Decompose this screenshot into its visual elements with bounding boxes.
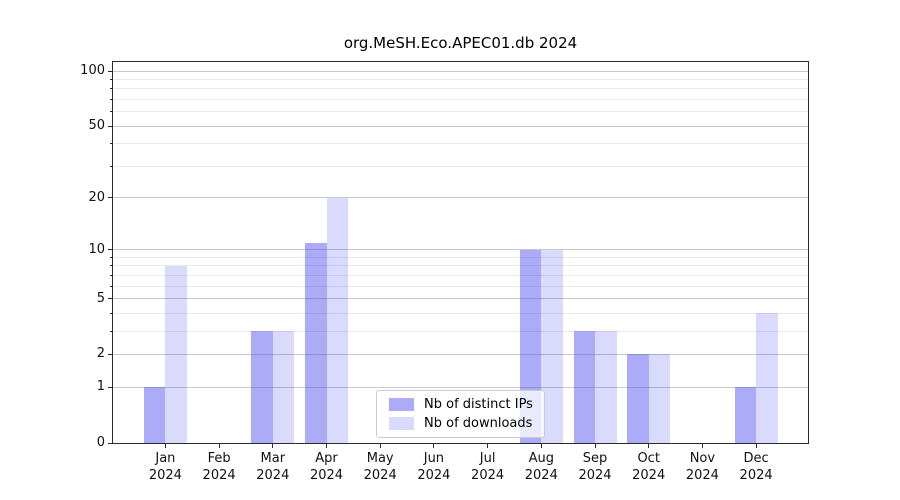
gridline-y-2 — [113, 353, 808, 355]
y-minor-tick-70 — [110, 98, 112, 100]
y-tick-label-20: 20 — [88, 189, 105, 205]
bar-downloads-mar — [272, 331, 295, 443]
y-tick-50 — [108, 125, 112, 127]
bar-downloads-jan — [165, 265, 187, 443]
y-tick-5 — [108, 298, 112, 300]
gridline-y-90 — [113, 78, 808, 80]
y-tick-label-0: 0 — [96, 435, 105, 450]
x-tick-jun — [433, 444, 435, 448]
bar-distinct-ips-mar — [251, 331, 273, 443]
gridline-y-100 — [113, 70, 808, 72]
y-tick-label-100: 100 — [80, 63, 105, 79]
legend-item-downloads: Nb of downloads — [389, 416, 534, 431]
y-minor-tick-7 — [110, 274, 112, 276]
gridline-y-8 — [113, 265, 808, 267]
y-tick-100 — [108, 70, 112, 72]
x-tick-label-aug: Aug 2024 — [524, 451, 558, 483]
bars-layer — [113, 62, 808, 443]
gridline-y-1 — [113, 386, 808, 388]
bar-downloads-oct — [648, 354, 671, 443]
gridline-y-30 — [113, 165, 808, 167]
y-minor-tick-90 — [110, 78, 112, 80]
plot-area: Nb of distinct IPs Nb of downloads — [112, 61, 809, 444]
x-tick-label-apr: Apr 2024 — [309, 451, 344, 483]
x-tick-nov — [701, 444, 703, 448]
x-tick-label-may: May 2024 — [363, 451, 397, 483]
x-tick-mar — [272, 444, 274, 448]
gridline-y-7 — [113, 274, 808, 276]
y-tick-20 — [108, 197, 112, 199]
x-tick-may — [379, 444, 381, 448]
y-tick-label-10: 10 — [88, 241, 105, 257]
y-tick-label-1: 1 — [96, 379, 105, 395]
bar-distinct-ips-dec — [734, 387, 757, 443]
gridline-y-3 — [113, 330, 808, 332]
bar-distinct-ips-sep — [573, 331, 595, 443]
gridline-y-4 — [113, 312, 808, 314]
gridline-y-80 — [113, 88, 808, 90]
y-minor-tick-8 — [110, 265, 112, 267]
y-tick-10 — [108, 249, 112, 251]
x-tick-label-feb: Feb 2024 — [202, 451, 236, 483]
gridline-y-50 — [113, 125, 808, 127]
chart-title: org.MeSH.Eco.APEC01.db 2024 — [343, 34, 578, 52]
y-minor-tick-6 — [110, 285, 112, 287]
bar-downloads-dec — [756, 313, 778, 443]
y-minor-tick-3 — [110, 330, 112, 332]
y-minor-tick-30 — [110, 165, 112, 167]
x-tick-aug — [540, 444, 542, 448]
x-tick-oct — [648, 444, 650, 448]
x-tick-label-nov: Nov 2024 — [685, 451, 719, 483]
gridline-y-70 — [113, 98, 808, 100]
y-tick-label-50: 50 — [88, 118, 105, 134]
x-tick-feb — [218, 444, 220, 448]
x-tick-label-sep: Sep 2024 — [578, 451, 612, 483]
y-minor-tick-9 — [110, 256, 112, 258]
y-minor-tick-80 — [110, 88, 112, 90]
legend: Nb of distinct IPs Nb of downloads — [376, 390, 545, 438]
grid-layer — [113, 62, 808, 443]
bar-distinct-ips-apr — [305, 242, 327, 443]
legend-item-distinct-ips: Nb of distinct IPs — [389, 397, 534, 412]
gridline-y-60 — [113, 111, 808, 113]
y-minor-tick-40 — [110, 143, 112, 145]
x-tick-jul — [487, 444, 489, 448]
bar-downloads-aug — [541, 249, 563, 443]
x-tick-label-jul: Jul 2024 — [471, 451, 505, 483]
legend-label-downloads: Nb of downloads — [424, 416, 533, 431]
bar-distinct-ips-jan — [143, 387, 166, 443]
gridline-y-10 — [113, 249, 808, 251]
gridline-y-20 — [113, 197, 808, 199]
x-tick-label-mar: Mar 2024 — [256, 451, 290, 483]
bar-downloads-apr — [326, 197, 348, 443]
x-tick-label-oct: Oct 2024 — [632, 451, 666, 483]
x-tick-sep — [594, 444, 596, 448]
x-tick-label-jan: Jan 2024 — [148, 451, 182, 483]
y-minor-tick-4 — [110, 312, 112, 314]
x-tick-jan — [164, 444, 166, 448]
bar-distinct-ips-oct — [627, 354, 649, 443]
y-minor-tick-60 — [110, 111, 112, 113]
gridline-y-9 — [113, 256, 808, 258]
gridline-y-6 — [113, 285, 808, 287]
x-tick-dec — [755, 444, 757, 448]
legend-swatch-downloads — [389, 417, 414, 430]
gridline-y-40 — [113, 143, 808, 145]
y-tick-label-2: 2 — [96, 346, 105, 362]
y-tick-1 — [108, 386, 112, 388]
y-tick-0 — [108, 442, 112, 444]
legend-swatch-distinct-ips — [389, 398, 414, 411]
x-tick-label-jun: Jun 2024 — [417, 451, 451, 483]
y-tick-2 — [108, 353, 112, 355]
legend-label-distinct-ips: Nb of distinct IPs — [424, 397, 533, 412]
bar-downloads-sep — [595, 331, 617, 443]
x-tick-apr — [326, 444, 327, 448]
gridline-y-5 — [113, 298, 808, 300]
x-tick-label-dec: Dec 2024 — [739, 451, 773, 483]
y-tick-label-5: 5 — [96, 290, 105, 306]
